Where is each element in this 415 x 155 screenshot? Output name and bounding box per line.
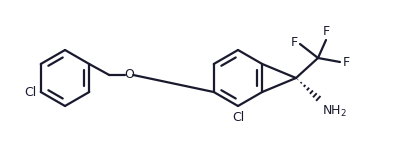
Text: F: F: [291, 36, 298, 49]
Text: Cl: Cl: [24, 86, 37, 98]
Text: Cl: Cl: [232, 111, 244, 124]
Text: F: F: [343, 55, 350, 69]
Text: NH$_2$: NH$_2$: [322, 104, 347, 119]
Text: F: F: [322, 25, 330, 38]
Text: O: O: [124, 69, 134, 82]
